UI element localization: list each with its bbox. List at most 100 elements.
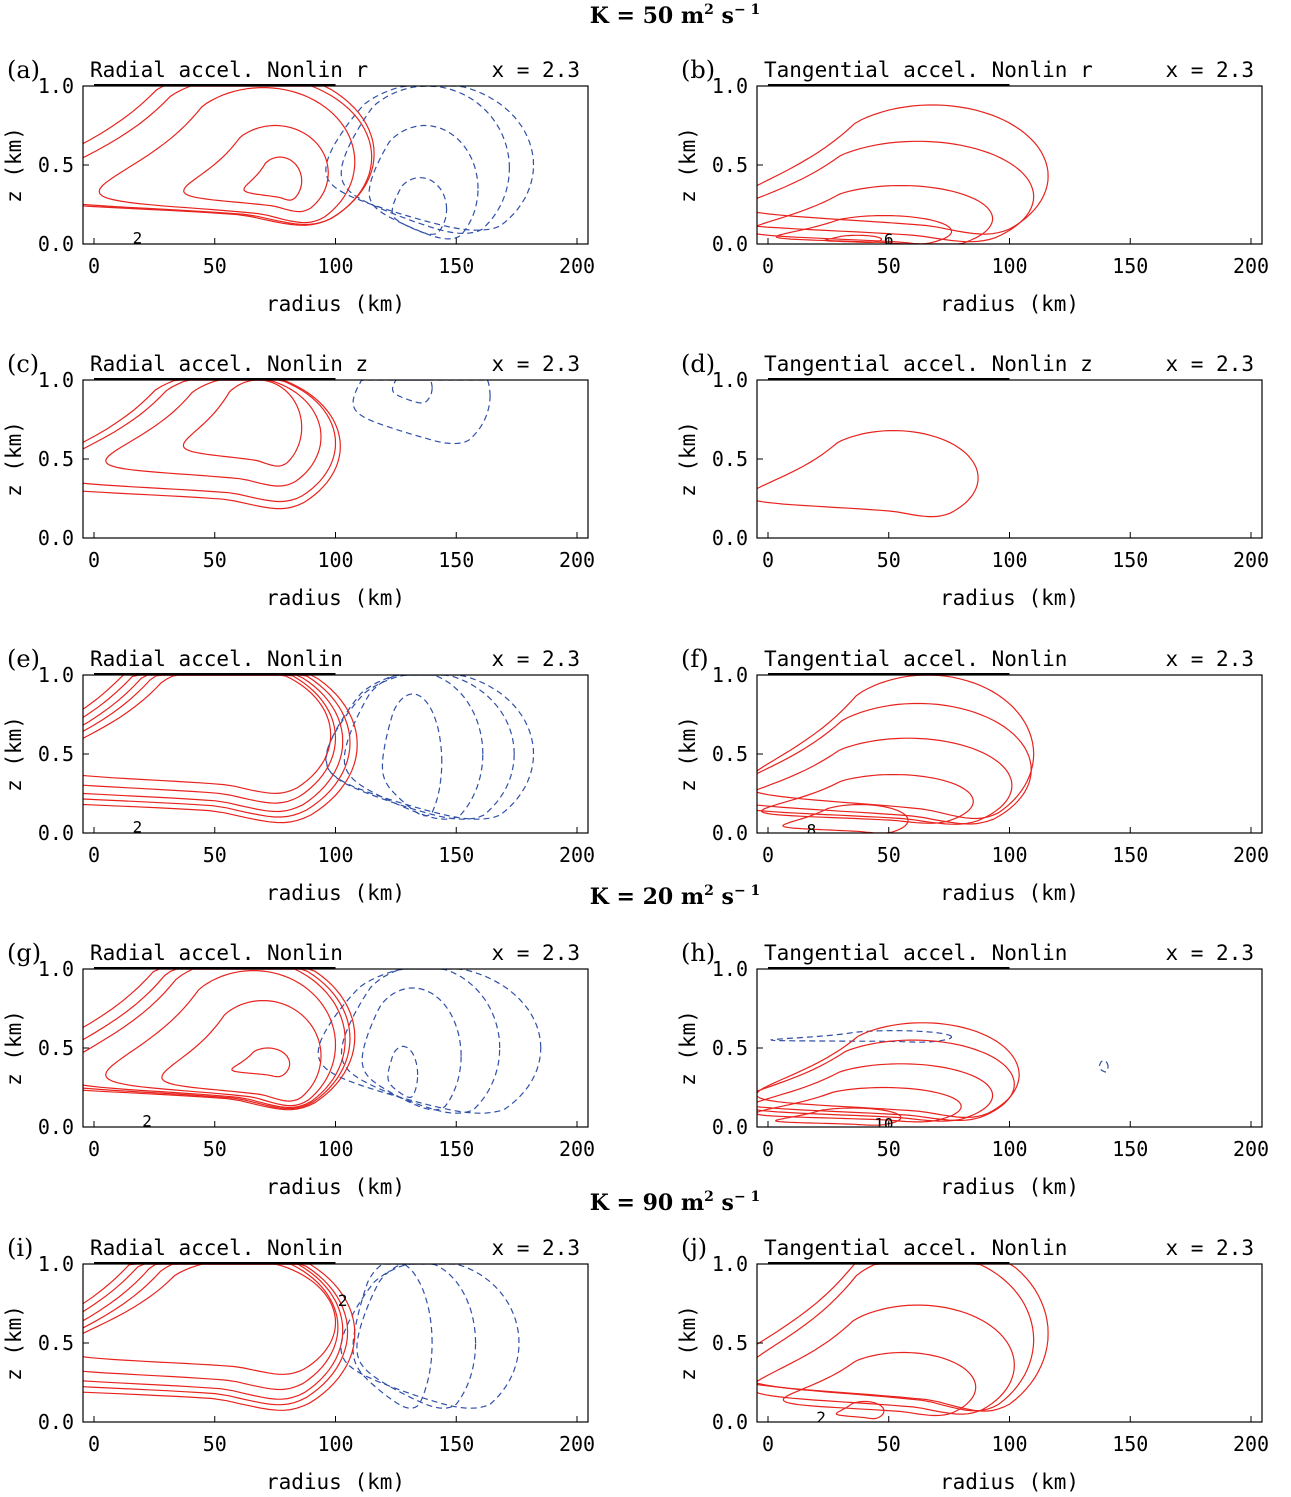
negative-contour — [387, 1045, 419, 1098]
contour-lines: 6 — [757, 104, 1049, 249]
positive-contour — [83, 86, 375, 226]
positive-contour — [105, 970, 337, 1107]
x-tick-label: 150 — [438, 1137, 474, 1161]
y-tick-label: 1.0 — [38, 74, 74, 98]
y-tick-label: 1.0 — [38, 368, 74, 392]
contour-lines: 2 — [83, 86, 535, 247]
x-tick-label: 100 — [991, 843, 1027, 867]
panel-tag: (a) — [7, 56, 40, 84]
positive-contour — [775, 215, 953, 244]
x-tick-label: 150 — [1112, 843, 1148, 867]
x-axis-label: radius (km) — [940, 881, 1079, 905]
contour-lines: 8 — [757, 675, 1035, 833]
x-tick-label: 0 — [88, 254, 100, 278]
plot-frame — [82, 674, 589, 834]
positive-contour — [757, 1086, 962, 1123]
panel-param: x = 2.3 — [491, 58, 580, 82]
contour-label: 2 — [133, 228, 143, 247]
contour-lines: 2 — [83, 969, 542, 1127]
x-tick-label: 50 — [877, 1432, 901, 1456]
panel-a: (a) Radial accel. Nonlin r x = 2.3 2 0 50 100 1… — [2, 56, 595, 316]
positive-contour — [231, 1047, 291, 1078]
positive-contour — [83, 1264, 356, 1411]
x-tick-label: 150 — [438, 1432, 474, 1456]
x-tick-label: 0 — [88, 843, 100, 867]
positive-contour — [161, 1000, 322, 1102]
positive-contour — [757, 702, 1032, 825]
negative-contour — [352, 380, 491, 445]
y-tick-label: 0.0 — [712, 232, 748, 256]
x-tick-label: 50 — [203, 1137, 227, 1161]
panel-title: Radial accel. Nonlin z — [90, 352, 368, 376]
k-header-text: K = 20 m — [590, 884, 704, 910]
positive-contour — [782, 1351, 977, 1417]
panel-j: (j) Tangential accel. Nonlin x = 2.3 2 0 50 10… — [676, 1234, 1269, 1494]
plot-frame — [756, 85, 1263, 245]
y-tick-label: 0.5 — [712, 1331, 748, 1355]
panel-tag: (c) — [7, 350, 39, 378]
y-tick-label: 1.0 — [712, 957, 748, 981]
y-axis-label: z (km) — [2, 127, 26, 203]
k-header-unit: s — [714, 3, 734, 29]
positive-contour — [83, 675, 351, 818]
x-tick-label: 200 — [559, 254, 595, 278]
x-tick-label: 200 — [1233, 843, 1269, 867]
y-tick-label: 0.5 — [712, 153, 748, 177]
x-axis-label: radius (km) — [940, 586, 1079, 610]
x-axis-label: radius (km) — [266, 881, 405, 905]
contour-label: 6 — [884, 230, 894, 249]
negative-contour — [325, 86, 535, 231]
y-tick-label: 0.5 — [712, 1036, 748, 1060]
x-tick-label: 200 — [1233, 548, 1269, 572]
y-tick-label: 0.0 — [38, 821, 74, 845]
y-tick-label: 1.0 — [712, 663, 748, 687]
y-axis-label: z (km) — [2, 716, 26, 792]
positive-contour — [183, 124, 329, 213]
positive-contour — [757, 1264, 1035, 1412]
y-axis-label: z (km) — [676, 127, 700, 203]
x-tick-label: 0 — [762, 843, 774, 867]
positive-contour — [757, 737, 1013, 825]
panel-i: (i) Radial accel. Nonlin x = 2.3 2 0 50 100 150… — [2, 1234, 595, 1494]
positive-contour — [83, 675, 344, 813]
negative-contour — [340, 1264, 520, 1409]
panel-title: Radial accel. Nonlin — [90, 647, 343, 671]
positive-contour — [83, 675, 332, 795]
x-tick-label: 100 — [991, 548, 1027, 572]
x-tick-label: 0 — [762, 1432, 774, 1456]
positive-contour — [83, 969, 356, 1111]
positive-contour — [757, 104, 1049, 235]
x-tick-label: 0 — [762, 1137, 774, 1161]
contour-label: 2 — [338, 1291, 348, 1310]
panel-param: x = 2.3 — [1165, 352, 1254, 376]
y-tick-label: 0.5 — [38, 742, 74, 766]
positive-contour — [757, 185, 994, 244]
x-axis-label: radius (km) — [940, 1470, 1079, 1494]
y-tick-label: 0.5 — [712, 447, 748, 471]
x-tick-label: 100 — [317, 254, 353, 278]
x-tick-label: 0 — [88, 1432, 100, 1456]
k-header-text: K = 90 m — [590, 1190, 704, 1216]
panel-tag: (g) — [7, 939, 41, 967]
k-header-sup: 2 — [704, 2, 714, 18]
y-tick-label: 0.0 — [38, 526, 74, 550]
positive-contour — [757, 1264, 1049, 1412]
negative-contour — [1098, 1060, 1109, 1073]
x-tick-label: 150 — [1112, 1137, 1148, 1161]
y-tick-label: 0.0 — [712, 821, 748, 845]
x-tick-label: 100 — [317, 548, 353, 572]
x-axis-label: radius (km) — [266, 292, 405, 316]
negative-contour — [343, 675, 484, 820]
plot-frame — [756, 968, 1263, 1128]
y-axis-label: z (km) — [676, 716, 700, 792]
panel-tag: (f) — [681, 645, 709, 673]
x-tick-label: 200 — [559, 843, 595, 867]
y-tick-label: 1.0 — [712, 368, 748, 392]
x-tick-label: 50 — [877, 254, 901, 278]
y-tick-label: 0.0 — [712, 1410, 748, 1434]
negative-contour — [368, 124, 479, 240]
y-axis-label: z (km) — [676, 1305, 700, 1381]
positive-contour — [83, 380, 337, 503]
x-tick-label: 150 — [1112, 548, 1148, 572]
panel-tag: (i) — [7, 1234, 33, 1262]
